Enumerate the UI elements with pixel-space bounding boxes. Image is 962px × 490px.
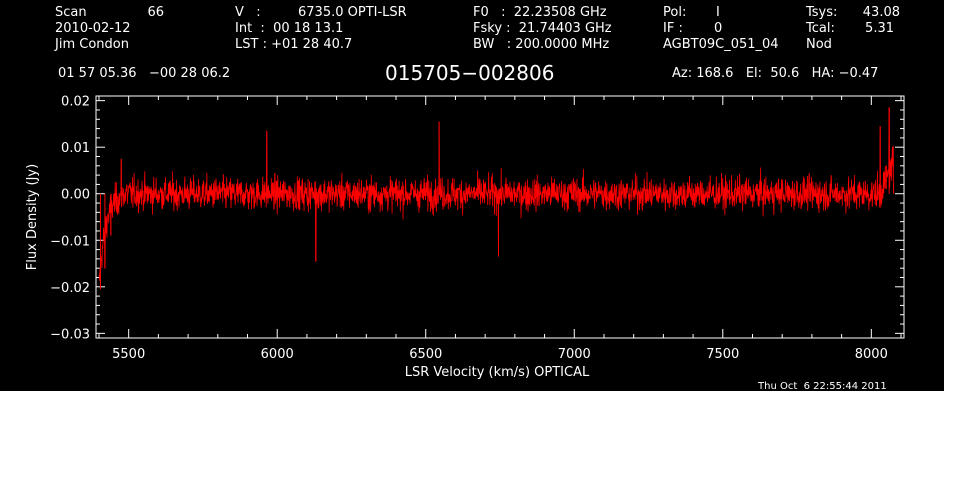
tcal-value: 5.31 (865, 21, 894, 36)
polarization-label: Pol: (663, 5, 687, 20)
observation-date: 2010-02-12 (55, 21, 131, 36)
observer-name: Jim Condon (55, 37, 129, 52)
y-tick-label: −0.02 (50, 281, 90, 296)
integration-time: Int : 00 18 13.1 (235, 21, 344, 36)
y-tick-label: −0.01 (50, 234, 90, 249)
plot-timestamp: Thu Oct 6 22:55:44 2011 (758, 381, 887, 392)
x-axis-label: LSR Velocity (km/s) OPTICAL (405, 365, 590, 380)
velocity-value: 6735.0 OPTI-LSR (298, 5, 407, 20)
source-coordinates: 01 57 05.36 −00 28 06.2 (58, 66, 231, 81)
if-label: IF : (663, 21, 683, 36)
velocity-label: V : (235, 5, 261, 20)
spectrum-trace-line (98, 107, 894, 290)
source-name: 015705−002806 (385, 61, 555, 85)
rest-frequency: F0 : 22.23508 GHz (473, 5, 607, 20)
x-tick-label: 8000 (855, 347, 888, 362)
spectrum-plot-panel: Scan 66 2010-02-12 Jim Condon V : 6735.0… (0, 0, 944, 392)
y-tick-label: 0.02 (61, 95, 90, 110)
axis-ticks (96, 96, 904, 338)
x-tick-label: 6500 (409, 347, 442, 362)
az-el-ha: Az: 168.6 El: 50.6 HA: −0.47 (672, 66, 879, 81)
bandwidth: BW : 200.0000 MHz (473, 37, 610, 52)
y-tick-label: 0.00 (61, 188, 90, 203)
y-axis-label: Flux Density (Jy) (25, 164, 40, 270)
lst-time: LST : +01 28 40.7 (235, 37, 353, 52)
plot-frame (95, 95, 905, 339)
y-tick-label: −0.03 (50, 327, 90, 342)
x-tick-label: 7000 (558, 347, 591, 362)
spectrum-trace-group (98, 107, 895, 290)
spectrum-chart: 5500 6000 6500 7000 7500 8000 0.02 0.01 0.00 −0.0… (25, 95, 905, 380)
x-tick-label: 7500 (706, 347, 739, 362)
x-tick-label: 5500 (112, 347, 145, 362)
tsys-label: Tsys: (806, 5, 838, 20)
procedure-name: Nod (806, 37, 832, 52)
y-tick-label: 0.01 (61, 141, 90, 156)
if-value: 0 (714, 21, 723, 36)
project-id: AGBT09C_051_04 (663, 37, 779, 52)
scan-label: Scan (55, 5, 87, 20)
sky-frequency: Fsky : 21.74403 GHz (473, 21, 612, 36)
tsys-value: 43.08 (862, 5, 900, 20)
x-tick-label: 6000 (261, 347, 294, 362)
polarization-value: I (716, 5, 720, 20)
tcal-label: Tcal: (806, 21, 835, 36)
tick-labels: 5500 6000 6500 7000 7500 8000 0.02 0.01 0.00 −0.0… (50, 95, 888, 362)
scan-number: 66 (147, 5, 164, 20)
